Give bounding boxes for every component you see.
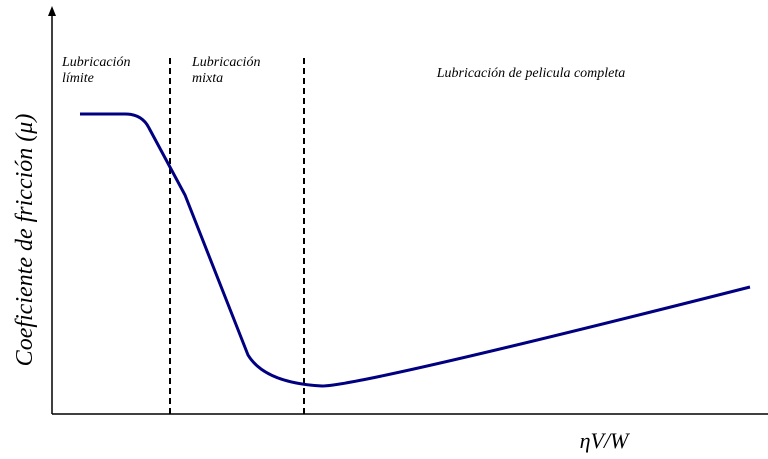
region-label: Lubricación — [61, 55, 130, 70]
region-label: mixta — [192, 71, 223, 86]
y-axis-label: Coeficiente de fricción (μ) — [12, 114, 38, 367]
y-axis-arrow — [48, 6, 56, 16]
friction-curve — [80, 112, 751, 388]
region-label: Lubricación — [191, 55, 260, 70]
region-label: Lubricación de pelicula completa — [436, 66, 626, 81]
region-label: límite — [62, 71, 94, 86]
x-axis-label: ηV/W — [580, 428, 630, 453]
